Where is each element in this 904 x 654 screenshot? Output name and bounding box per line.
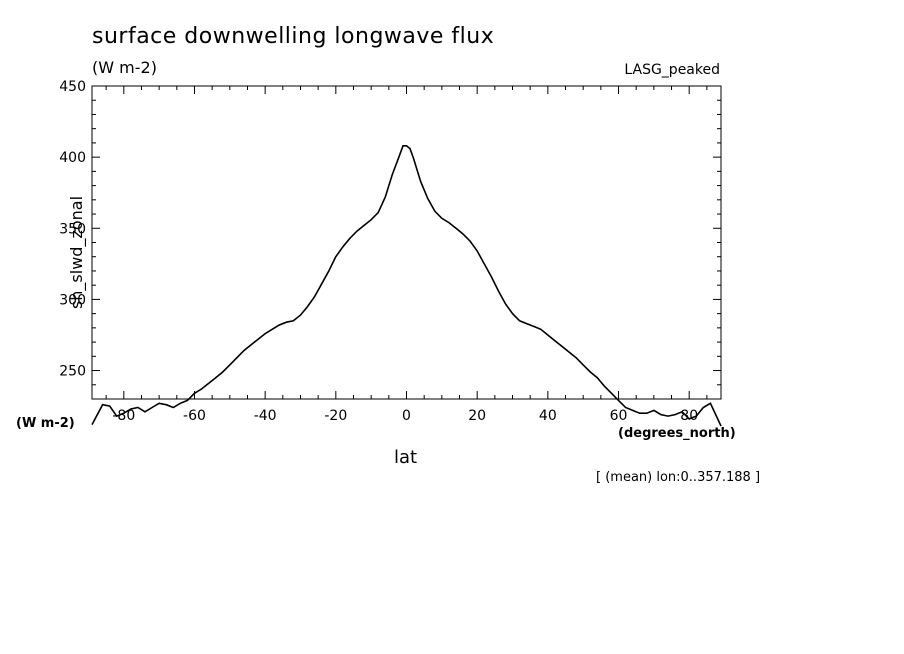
x-tick-label: -80 (112, 408, 135, 424)
x-tick-label: -20 (324, 408, 347, 424)
y-tick-label: 250 (59, 364, 86, 380)
x-axis-unit: (degrees_north) (618, 426, 736, 441)
chart-title: surface downwelling longwave flux (92, 24, 495, 49)
chart-units: (W m-2) (92, 58, 157, 77)
x-tick-label: 20 (468, 408, 486, 424)
tick-labels: 250 300 350 400 450 -80 -60 -40 -20 0 20 40 60 80 (59, 79, 698, 424)
plot-frame (91, 85, 722, 400)
x-tick-label: 40 (539, 408, 557, 424)
y-tick-label: 350 (59, 221, 86, 237)
series-line (91, 145, 722, 427)
averaging-note: [ (mean) lon:0..357.188 ] (596, 470, 761, 485)
x-tick-label: -40 (254, 408, 277, 424)
axis-ticks (92, 85, 721, 399)
x-tick-label: 0 (402, 408, 411, 424)
x-tick-label: 60 (610, 408, 628, 424)
y-tick-label: 400 (59, 150, 86, 166)
y-axis-unit: (W m-2) (16, 416, 75, 431)
y-tick-label: 450 (59, 79, 86, 95)
x-tick-label: -60 (183, 408, 206, 424)
x-tick-label: 80 (680, 408, 698, 424)
source-label: LASG_peaked (624, 62, 720, 78)
x-axis-label: lat (394, 447, 418, 468)
y-tick-label: 300 (59, 292, 86, 308)
